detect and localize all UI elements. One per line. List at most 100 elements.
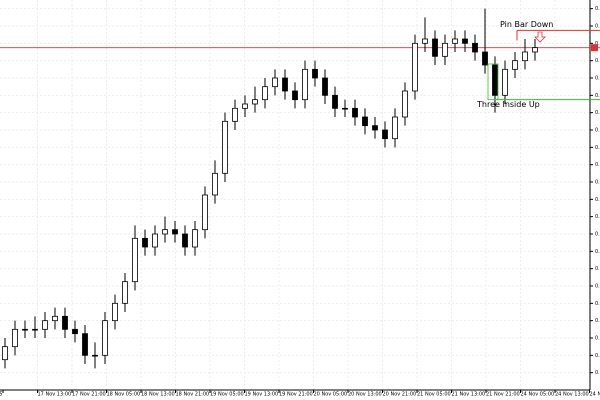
candle-body xyxy=(22,328,28,331)
y-tick-label: 0.6556 xyxy=(595,232,600,238)
y-tick-label: 0.6584 xyxy=(595,110,600,116)
x-tick-label: 21 Nov 13:00 xyxy=(452,392,486,398)
level-marker xyxy=(591,44,598,52)
candle-body xyxy=(2,346,8,361)
candle-body xyxy=(202,194,208,231)
candle-body xyxy=(192,229,198,248)
candle-body xyxy=(432,38,438,57)
candle-body xyxy=(182,233,188,248)
y-tick-label: 0.6544 xyxy=(595,284,600,290)
x-tick-label: 19 Nov 13:00 xyxy=(245,392,279,398)
y-tick-label: 0.6548 xyxy=(595,266,600,272)
candle-body xyxy=(122,281,128,304)
x-tick-label: 17 Nov 21:00 xyxy=(72,392,106,398)
candle-body xyxy=(272,77,278,88)
candle-body xyxy=(412,42,418,92)
candle-body xyxy=(492,64,498,96)
y-tick-label: 0.6568 xyxy=(595,180,600,186)
pattern-box xyxy=(487,63,499,101)
candle-body xyxy=(62,315,68,330)
candle-body xyxy=(82,333,88,356)
candle-body xyxy=(532,47,538,53)
y-tick-label: 0.6532 xyxy=(595,336,600,342)
candle-body xyxy=(362,116,368,127)
x-tick-label: 20 Nov 13:00 xyxy=(348,392,382,398)
candle-body xyxy=(42,320,48,330)
candle-body xyxy=(152,233,158,248)
y-tick-label: 0.654 xyxy=(595,301,600,307)
x-tick-label: 21 Nov 05:00 xyxy=(417,392,451,398)
candle-body xyxy=(452,38,458,44)
candle-body xyxy=(342,107,348,110)
candle-body xyxy=(382,129,388,140)
annotation: Three Inside Up xyxy=(476,100,540,109)
candle-body xyxy=(472,42,478,53)
candle-body xyxy=(92,354,98,357)
y-tick-label: 0.6604 xyxy=(595,24,600,30)
y-tick-label: 0.6536 xyxy=(595,318,600,324)
candle-body xyxy=(172,229,178,235)
y-tick-label: 0.6592 xyxy=(595,76,600,82)
candle-body xyxy=(322,77,328,96)
candle-body xyxy=(142,237,148,248)
candle-body xyxy=(72,328,78,335)
y-tick-label: 0.6572 xyxy=(595,162,600,168)
y-tick-label: 0.658 xyxy=(595,128,600,134)
x-tick-label: 24 Nov 21:00 xyxy=(590,392,600,398)
x-tick-label: 18 Nov 13:00 xyxy=(141,392,175,398)
y-tick-label: 0.6564 xyxy=(595,197,600,203)
candle-body xyxy=(482,51,488,66)
y-tick-label: 0.6576 xyxy=(595,145,600,151)
candle-body xyxy=(232,107,238,122)
x-tick-label: 24 Nov 05:00 xyxy=(521,392,555,398)
x-tick-label: 24 Nov 13:00 xyxy=(555,392,589,398)
y-tick-label: 0.6588 xyxy=(595,93,600,99)
candle-body xyxy=(372,125,378,131)
x-tick-label: 20 Nov 21:00 xyxy=(383,392,417,398)
candle-body xyxy=(292,90,298,101)
x-tick-label: 17 Nov 13:00 xyxy=(38,392,72,398)
candle-body xyxy=(502,68,508,96)
candle-body xyxy=(162,229,168,235)
arrow-down xyxy=(534,31,546,43)
y-tick-label: 0.66 xyxy=(595,41,600,47)
candle-body xyxy=(512,60,518,70)
x-tick-label: 19 Nov 21:00 xyxy=(279,392,313,398)
candle-body xyxy=(262,86,268,101)
candle-body xyxy=(112,302,118,322)
candle-body xyxy=(12,328,18,348)
y-tick-label: 0.6524 xyxy=(595,370,600,376)
candle-body xyxy=(252,99,258,105)
candle-body xyxy=(522,51,528,62)
candle-body xyxy=(52,315,58,322)
x-tick-label: 18 Nov 05:00 xyxy=(107,392,141,398)
y-tick-label: 0.6596 xyxy=(595,58,600,64)
candle-body xyxy=(242,103,248,109)
candle-body xyxy=(212,172,218,196)
candle-body xyxy=(32,328,38,331)
candle-body xyxy=(132,237,138,283)
annotation: Pin Bar Down xyxy=(500,20,553,29)
x-tick-label: 20 Nov 05:00 xyxy=(314,392,348,398)
candle-body xyxy=(102,320,108,356)
y-tick-label: 0.6552 xyxy=(595,249,600,255)
candle-body xyxy=(462,38,468,44)
y-tick-label: 0.6608 xyxy=(595,6,600,12)
y-tick-label: 0.656 xyxy=(595,214,600,220)
x-tick-label: 025 xyxy=(0,392,3,398)
y-tick-label: 0.6528 xyxy=(595,353,600,359)
candle-body xyxy=(422,38,428,44)
candle-body xyxy=(282,77,288,92)
candle-body xyxy=(312,68,318,79)
candle-body xyxy=(302,68,308,101)
candle-body xyxy=(442,42,448,57)
candle-body xyxy=(222,120,228,174)
x-tick-label: 21 Nov 21:00 xyxy=(486,392,520,398)
x-tick-label: 19 Nov 05:00 xyxy=(210,392,244,398)
candle-body xyxy=(332,94,338,109)
candle-body xyxy=(392,116,398,140)
candle-body xyxy=(402,90,408,118)
candle-body xyxy=(352,107,358,118)
